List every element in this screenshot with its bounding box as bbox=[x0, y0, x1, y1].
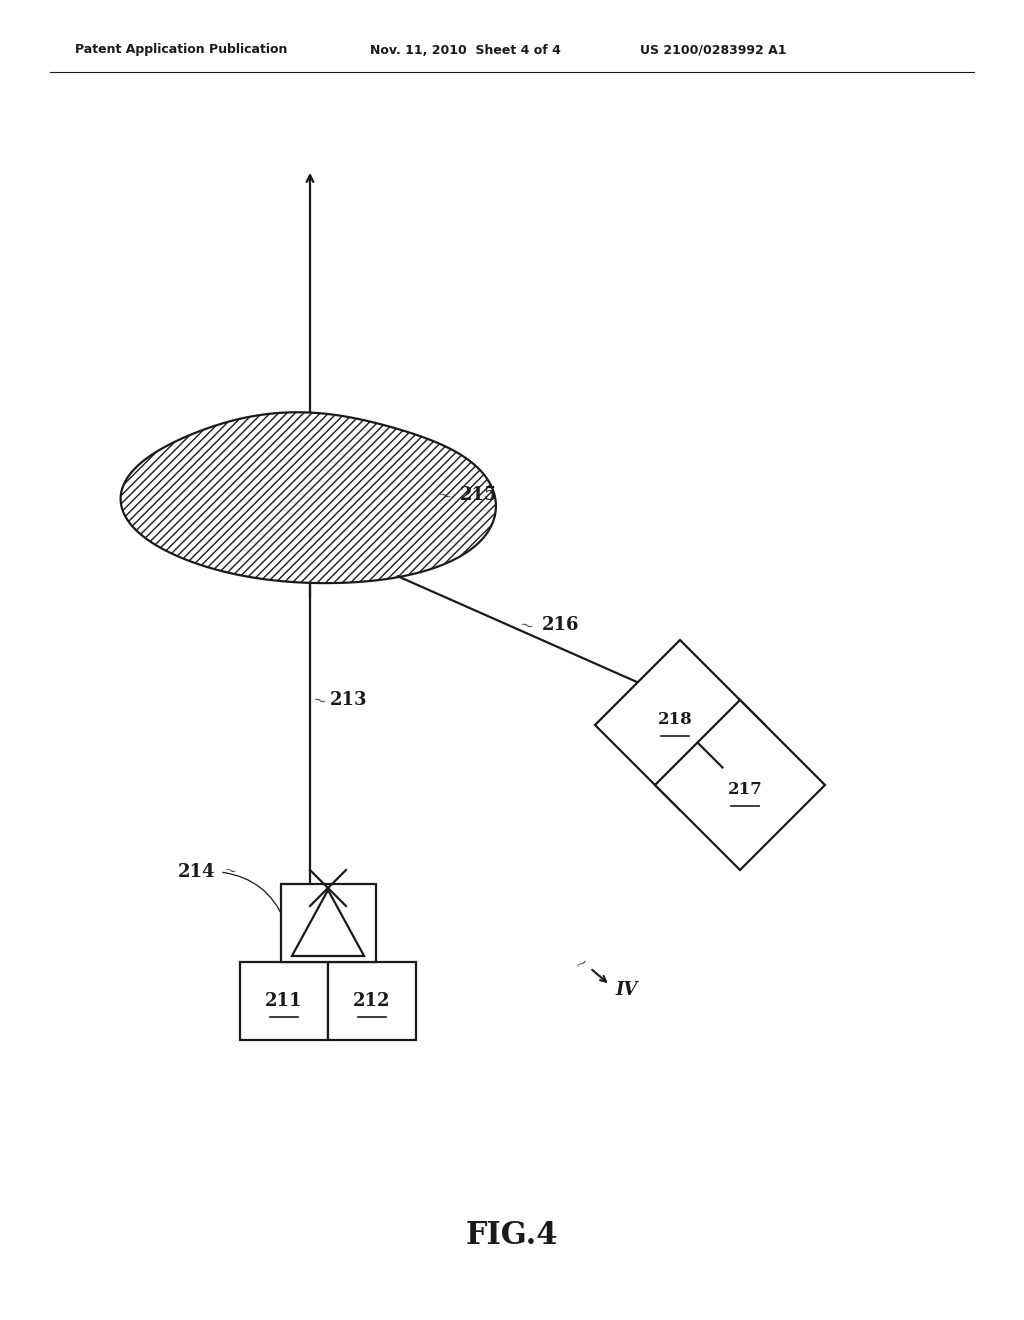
Polygon shape bbox=[121, 412, 496, 583]
Bar bbox=[328, 962, 416, 1040]
Text: Patent Application Publication: Patent Application Publication bbox=[75, 44, 288, 57]
Text: 217: 217 bbox=[728, 781, 763, 799]
Text: 211: 211 bbox=[265, 993, 303, 1010]
Text: ~: ~ bbox=[573, 954, 591, 973]
Text: ~: ~ bbox=[435, 484, 453, 506]
Text: ~: ~ bbox=[310, 690, 328, 710]
Text: ~: ~ bbox=[222, 863, 238, 880]
Bar bbox=[281, 884, 376, 962]
Text: 218: 218 bbox=[657, 711, 692, 729]
Text: 216: 216 bbox=[542, 616, 580, 634]
Text: 214: 214 bbox=[177, 863, 215, 880]
Text: Nov. 11, 2010  Sheet 4 of 4: Nov. 11, 2010 Sheet 4 of 4 bbox=[370, 44, 561, 57]
Bar bbox=[240, 962, 328, 1040]
Polygon shape bbox=[595, 640, 765, 810]
Text: FIG.4: FIG.4 bbox=[466, 1220, 558, 1250]
Text: 212: 212 bbox=[353, 993, 391, 1010]
Text: IV: IV bbox=[615, 981, 637, 999]
Text: 215: 215 bbox=[460, 486, 498, 504]
Text: US 2100/0283992 A1: US 2100/0283992 A1 bbox=[640, 44, 786, 57]
Text: ~: ~ bbox=[517, 615, 535, 635]
Text: 213: 213 bbox=[330, 690, 368, 709]
Polygon shape bbox=[655, 700, 825, 870]
